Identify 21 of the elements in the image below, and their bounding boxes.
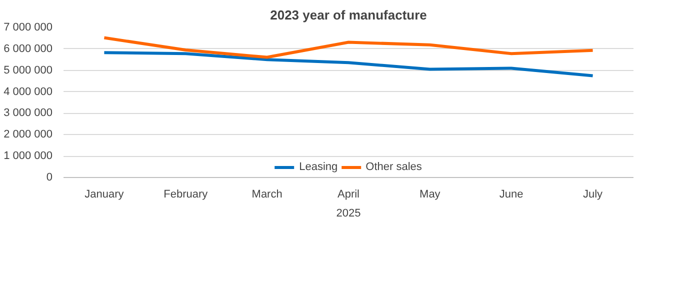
legend-label: Other sales [366,161,422,173]
y-tick-label: 6 000 000 [4,42,52,55]
chart-title: 2023 year of manufacture [270,8,427,22]
x-tick-label: May [420,188,441,200]
x-axis-title: 2025 [336,208,361,220]
y-tick-label: 5 000 000 [4,64,52,76]
y-tick-label: 0 [46,172,53,184]
line-series [102,51,594,78]
x-tick-label: March [252,188,282,200]
x-tick-label: June [499,188,524,200]
x-tick-label: January [84,188,124,200]
legend-label: Leasing [299,161,338,173]
y-tick-label: 4 000 000 [4,86,52,98]
y-tick-label: 3 000 000 [4,107,52,120]
x-tick-label: April [337,188,360,200]
y-tick-label: 7 000 000 [4,22,52,34]
x-tick-label: February [164,188,208,200]
x-tick-label: July [583,188,604,200]
y-tick-label: 1 000 000 [4,150,52,162]
y-tick-label: 2 000 000 [4,128,52,141]
line-series [102,36,594,59]
